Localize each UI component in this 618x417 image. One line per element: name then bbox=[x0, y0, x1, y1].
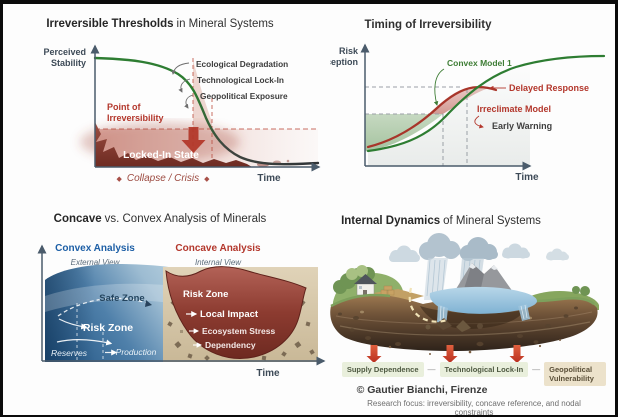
convex-light-band bbox=[45, 283, 186, 312]
delayed-response-red-area bbox=[429, 87, 487, 114]
soil-specks bbox=[388, 339, 561, 355]
panel-title-analysis: Concave vs. Convex Analysis of Minerals bbox=[54, 213, 267, 225]
panel-irreversible-thresholds: Irreversible Thresholds in Mineral System… bbox=[43, 18, 321, 184]
y-axis-label-line2: Stability bbox=[51, 58, 86, 68]
collapse-silhouette bbox=[95, 122, 252, 167]
strata-line-2 bbox=[339, 321, 591, 336]
collapse-crisis-label: ◆ Collapse / Crisis ◆ bbox=[116, 173, 210, 184]
point-of-irreversibility-line2: Irreversibility bbox=[107, 113, 164, 123]
panel-internal-dynamics: Internal Dynamics of Mineral Systems bbox=[330, 215, 599, 363]
stability-curve bbox=[93, 56, 320, 166]
x-axis-label: Time bbox=[515, 172, 539, 183]
research-focus-line: Research focus: irreversibility, concave… bbox=[367, 399, 581, 417]
diamond-icon: ◆ bbox=[116, 176, 122, 183]
geopolitical-vulnerability-down-arrow-icon bbox=[509, 345, 525, 363]
borehole-dashed-path bbox=[408, 287, 448, 323]
safe-zone-pointer-icon bbox=[145, 300, 152, 307]
y-axis-label-line2: Perception bbox=[330, 57, 358, 67]
dynamics-chip-row: Supply Dependence — Technological Lock-I… bbox=[330, 362, 618, 386]
risk-zone-arrow bbox=[58, 318, 88, 330]
ecosystem-stress-label: Ecosystem Stress bbox=[202, 326, 276, 336]
grass-rim-left bbox=[330, 293, 391, 308]
convex-model-pointer-arrow bbox=[433, 68, 445, 106]
panel-title-thresholds: Irreversible Thresholds in Mineral System… bbox=[46, 18, 274, 30]
annotation-arrow-3 bbox=[184, 94, 194, 109]
early-warning-pointer-arrow bbox=[474, 115, 484, 129]
dependency-label: Dependency bbox=[205, 340, 256, 350]
concave-analysis-header: Concave Analysis bbox=[175, 243, 261, 254]
threshold-wedge bbox=[193, 60, 212, 129]
x-axis-label: Time bbox=[256, 368, 280, 379]
local-impact-label: Local Impact bbox=[200, 309, 259, 320]
supply-dependence-down-arrow-icon bbox=[366, 345, 382, 363]
reserves-arrow bbox=[56, 339, 113, 346]
y-axis-label-line1: Perceived bbox=[43, 47, 86, 57]
chip-supply-dependence: Supply Dependence bbox=[341, 362, 424, 377]
diamond-icon: ◆ bbox=[204, 176, 210, 183]
production-label: Production bbox=[116, 347, 157, 357]
pit-rubble bbox=[425, 318, 483, 332]
copyright-line: © Gautier Bianchi, Firenze bbox=[356, 384, 488, 396]
buried-rocks bbox=[338, 306, 578, 347]
annotation-geopolitical: Geopolitical Exposure bbox=[200, 91, 288, 101]
panel-concave-convex-analysis: Concave vs. Convex Analysis of Minerals C… bbox=[37, 213, 326, 379]
convex-model-label: Convex Model 1 bbox=[447, 58, 512, 68]
rain-cloud-icon bbox=[389, 233, 569, 262]
convex-model-curve bbox=[366, 54, 606, 153]
concave-pit-shape bbox=[165, 266, 307, 359]
delayed-response-label: Delayed Response bbox=[509, 83, 589, 93]
annotation-arrow-2 bbox=[178, 78, 191, 93]
chip-geopolitical-vulnerability: Geopolitical Vulnerability bbox=[544, 362, 607, 386]
debris-dot bbox=[286, 159, 290, 163]
safe-zone-label: Safe Zone bbox=[99, 293, 144, 304]
annotation-technological: Technological Lock-In bbox=[197, 75, 284, 85]
safe-zone-dashed-curve bbox=[57, 297, 151, 317]
irreclimate-model-label: Irreclimate Model bbox=[477, 104, 551, 114]
chip-separator: — bbox=[427, 365, 436, 374]
x-axis-label: Time bbox=[257, 173, 281, 184]
panel-title-dynamics: Internal Dynamics of Mineral Systems bbox=[341, 215, 541, 227]
y-axis-label-line1: Risk bbox=[339, 46, 359, 56]
reserves-label: Reserves bbox=[51, 348, 88, 358]
convex-analysis-header: Convex Analysis bbox=[55, 243, 135, 254]
lake bbox=[429, 286, 537, 314]
collapse-halo bbox=[80, 122, 240, 162]
chip-separator: — bbox=[532, 365, 541, 374]
point-of-irreversibility-line1: Point of bbox=[107, 102, 141, 112]
convex-blue-shading bbox=[45, 264, 186, 362]
panel-title-timing: Timing of Irreversibility bbox=[365, 19, 493, 31]
locked-in-state-label: Locked-In State bbox=[123, 150, 199, 161]
annotation-arrow-1 bbox=[171, 62, 190, 75]
technological-lockin-down-arrow-icon bbox=[442, 345, 458, 363]
risk-zone-label-convex: Risk Zone bbox=[83, 322, 133, 334]
irreversibility-down-arrow-icon bbox=[181, 127, 206, 153]
chip-technological-lock-in: Technological Lock-In bbox=[439, 362, 529, 377]
annotation-ecological: Ecological Degradation bbox=[196, 59, 288, 69]
panel-timing-of-irreversibility: Timing of Irreversibility Risk Perceptio… bbox=[330, 19, 606, 183]
external-view-label: External View bbox=[71, 258, 121, 267]
delayed-response-curve bbox=[366, 86, 498, 149]
internal-view-label: Internal View bbox=[195, 258, 242, 267]
early-warning-label: Early Warning bbox=[492, 121, 552, 131]
risk-zone-label-concave: Risk Zone bbox=[183, 289, 228, 300]
